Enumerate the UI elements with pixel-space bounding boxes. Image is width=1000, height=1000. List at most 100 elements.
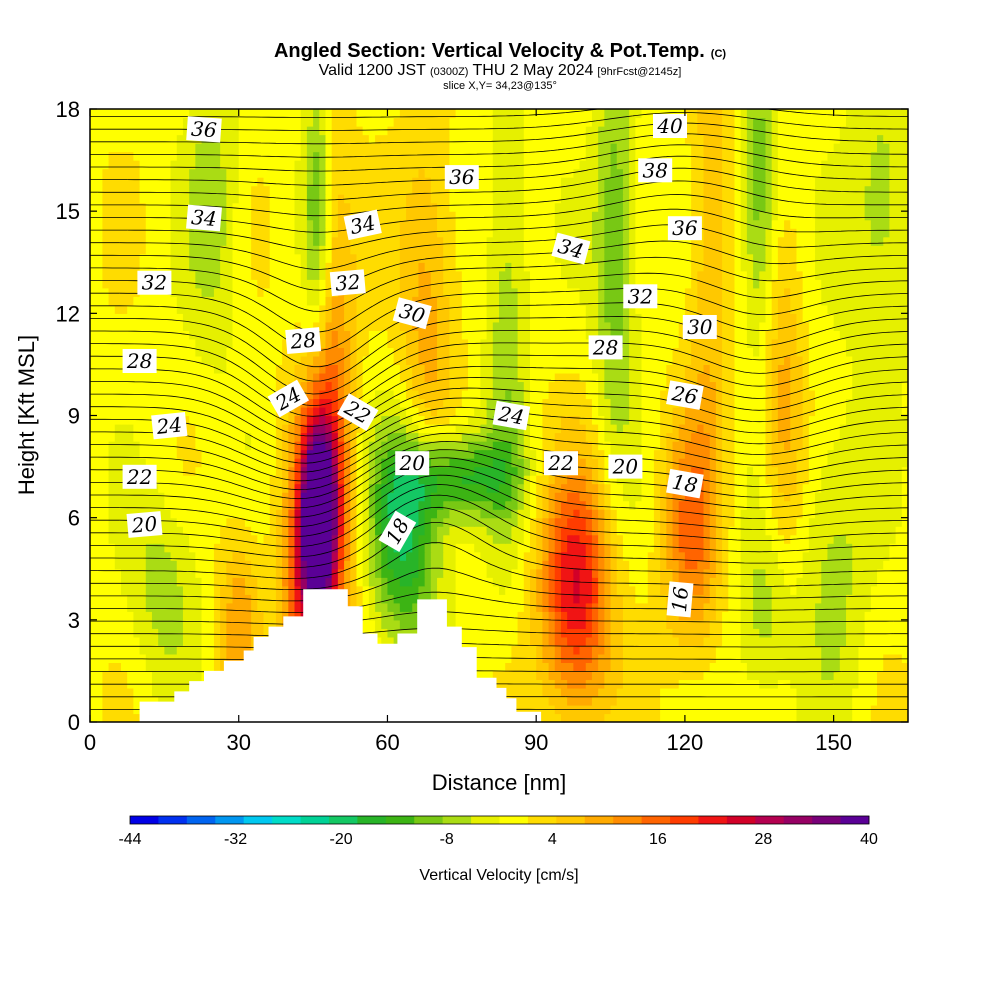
velocity-cell xyxy=(294,406,302,417)
velocity-cell xyxy=(189,585,196,595)
velocity-cell xyxy=(697,432,705,442)
velocity-cell xyxy=(145,585,153,595)
velocity-cell xyxy=(381,594,389,604)
velocity-cell xyxy=(120,602,128,612)
velocity-cell xyxy=(480,406,488,417)
velocity-cell xyxy=(424,432,432,442)
velocity-cell xyxy=(684,696,692,706)
velocity-cell xyxy=(244,500,252,510)
velocity-cell xyxy=(486,560,494,570)
velocity-cell xyxy=(827,696,835,706)
velocity-cell xyxy=(616,696,624,706)
velocity-cell xyxy=(895,458,903,468)
velocity-cell xyxy=(641,543,649,553)
velocity-cell xyxy=(480,475,488,485)
velocity-cell xyxy=(864,466,872,476)
velocity-cell xyxy=(176,509,184,519)
velocity-cell xyxy=(313,509,320,519)
velocity-cell xyxy=(740,594,748,604)
velocity-cell xyxy=(424,475,432,485)
velocity-cell xyxy=(815,670,822,681)
velocity-cell xyxy=(691,670,698,681)
velocity-cell xyxy=(660,602,667,612)
velocity-cell xyxy=(468,441,475,451)
velocity-cell xyxy=(263,441,271,451)
velocity-cell xyxy=(492,398,500,408)
velocity-cell xyxy=(666,441,674,451)
velocity-cell xyxy=(114,449,122,459)
velocity-cell xyxy=(164,509,172,519)
velocity-cell xyxy=(709,602,717,612)
velocity-cell xyxy=(220,432,227,442)
velocity-cell xyxy=(722,517,729,527)
velocity-cell xyxy=(356,441,364,451)
velocity-cell xyxy=(226,645,234,655)
velocity-cell xyxy=(647,406,655,417)
velocity-cell xyxy=(182,449,190,459)
velocity-cell xyxy=(468,534,475,544)
velocity-cell xyxy=(368,568,376,578)
velocity-cell xyxy=(523,611,531,621)
velocity-cell xyxy=(362,509,370,519)
velocity-cell xyxy=(629,645,636,655)
velocity-cell xyxy=(610,662,618,672)
velocity-cell xyxy=(393,628,401,638)
velocity-cell xyxy=(548,577,556,587)
velocity-cell xyxy=(672,534,680,544)
velocity-cell xyxy=(746,458,754,468)
velocity-cell xyxy=(808,594,816,604)
velocity-cell xyxy=(226,458,234,468)
velocity-cell xyxy=(697,466,705,476)
velocity-cell xyxy=(660,509,667,519)
velocity-cell xyxy=(870,500,878,510)
velocity-cell xyxy=(368,449,376,459)
velocity-cell xyxy=(511,483,519,493)
velocity-cell xyxy=(883,687,891,698)
velocity-cell xyxy=(350,551,358,561)
velocity-cell xyxy=(201,517,209,527)
velocity-cell xyxy=(505,585,512,595)
velocity-cell xyxy=(567,475,574,485)
velocity-cell xyxy=(499,602,506,612)
velocity-cell xyxy=(306,432,314,442)
velocity-cell xyxy=(182,509,190,519)
velocity-cell xyxy=(325,500,333,510)
velocity-cell xyxy=(294,466,302,476)
velocity-cell xyxy=(201,458,209,468)
velocity-cell xyxy=(591,517,599,527)
velocity-cell xyxy=(275,509,283,519)
velocity-cell xyxy=(356,483,364,493)
velocity-cell xyxy=(102,432,110,442)
velocity-cell xyxy=(802,517,810,527)
velocity-cell xyxy=(275,560,283,570)
velocity-cell xyxy=(858,517,866,527)
velocity-cell xyxy=(560,670,568,681)
velocity-cell xyxy=(765,441,773,451)
velocity-cell xyxy=(827,424,835,434)
velocity-cell xyxy=(269,406,277,417)
velocity-cell xyxy=(573,424,581,434)
velocity-cell xyxy=(548,398,556,408)
velocity-cell xyxy=(350,441,358,451)
velocity-cell xyxy=(449,483,457,493)
velocity-cell xyxy=(877,449,884,459)
velocity-cell xyxy=(771,568,779,578)
velocity-cell xyxy=(176,500,184,510)
velocity-cell xyxy=(325,406,333,417)
velocity-cell xyxy=(393,568,401,578)
velocity-cell xyxy=(387,458,395,468)
velocity-cell xyxy=(517,483,525,493)
velocity-cell xyxy=(548,424,556,434)
velocity-cell xyxy=(139,492,147,502)
velocity-cell xyxy=(263,500,271,510)
velocity-cell xyxy=(232,543,240,553)
velocity-cell xyxy=(275,577,283,587)
velocity-cell xyxy=(877,500,884,510)
velocity-cell xyxy=(461,406,469,417)
velocity-cell xyxy=(715,492,723,502)
velocity-cell xyxy=(560,483,568,493)
velocity-cell xyxy=(858,483,866,493)
velocity-cell xyxy=(883,534,891,544)
velocity-cell xyxy=(375,585,382,595)
velocity-cell xyxy=(461,611,469,621)
